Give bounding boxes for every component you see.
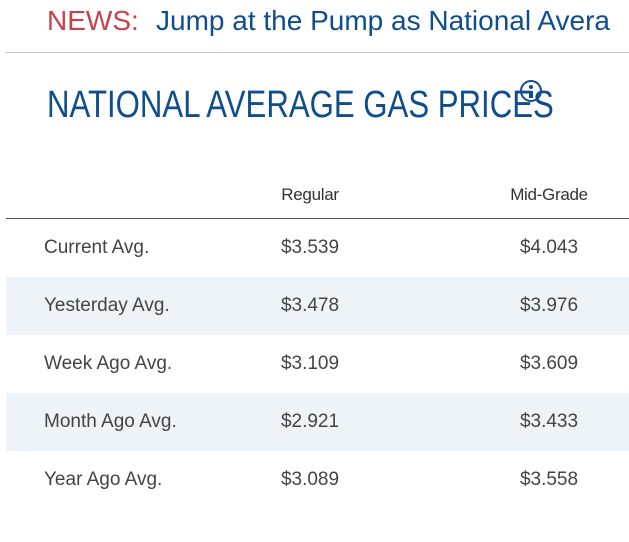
news-headline-link[interactable]: Jump at the Pump as National Avera: [156, 5, 610, 36]
regular-price: $3.109: [280, 353, 340, 374]
regular-price: $3.478: [250, 277, 489, 335]
table-row: Month Ago Avg. $2.921 $3.433: [6, 393, 629, 451]
page-title: NATIONAL AVERAGE GAS PRICES: [47, 84, 554, 126]
column-header-label: [6, 172, 250, 219]
mid-grade-price: $3.433: [489, 393, 629, 451]
table-row: Year Ago Avg. $3.089 $3.558: [6, 451, 629, 509]
column-header-mid-grade: Mid-Grade: [489, 172, 629, 219]
table-row: Yesterday Avg. $3.478 $3.976: [6, 277, 629, 335]
gas-prices-table: Regular Mid-Grade Current Avg. $3.539 $4…: [6, 172, 629, 509]
row-label: Week Ago Avg.: [44, 353, 173, 374]
table-row: Current Avg. $3.539 $4.043: [6, 219, 629, 278]
regular-price: $2.921: [250, 393, 489, 451]
mid-grade-price: $3.558: [519, 469, 579, 490]
row-label: Current Avg.: [44, 237, 150, 258]
news-label: NEWS:: [47, 5, 139, 36]
column-header-regular: Regular: [250, 172, 489, 219]
regular-price: $3.539: [280, 237, 340, 258]
mid-grade-price: $4.043: [519, 237, 579, 258]
news-divider: [6, 52, 629, 53]
news-ticker: NEWS: Jump at the Pump as National Avera: [0, 0, 629, 48]
info-icon[interactable]: [520, 80, 542, 102]
row-label: Year Ago Avg.: [44, 469, 163, 490]
row-label: Yesterday Avg.: [6, 277, 250, 335]
row-label: Month Ago Avg.: [6, 393, 250, 451]
table-row: Week Ago Avg. $3.109 $3.609: [6, 335, 629, 393]
mid-grade-price: $3.609: [519, 353, 579, 374]
regular-price: $3.089: [280, 469, 340, 490]
mid-grade-price: $3.976: [489, 277, 629, 335]
table-header-row: Regular Mid-Grade: [6, 172, 629, 219]
